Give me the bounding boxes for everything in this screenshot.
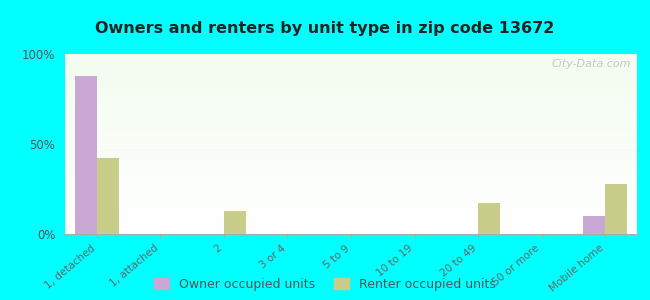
Text: Owners and renters by unit type in zip code 13672: Owners and renters by unit type in zip c… bbox=[96, 21, 554, 36]
Bar bbox=[224, 211, 246, 234]
Bar bbox=[605, 184, 627, 234]
Bar bbox=[97, 158, 119, 234]
Bar bbox=[478, 203, 500, 234]
Legend: Owner occupied units, Renter occupied units: Owner occupied units, Renter occupied un… bbox=[154, 278, 496, 291]
Bar bbox=[583, 216, 605, 234]
Text: City-Data.com: City-Data.com bbox=[552, 59, 631, 69]
Bar bbox=[75, 76, 97, 234]
